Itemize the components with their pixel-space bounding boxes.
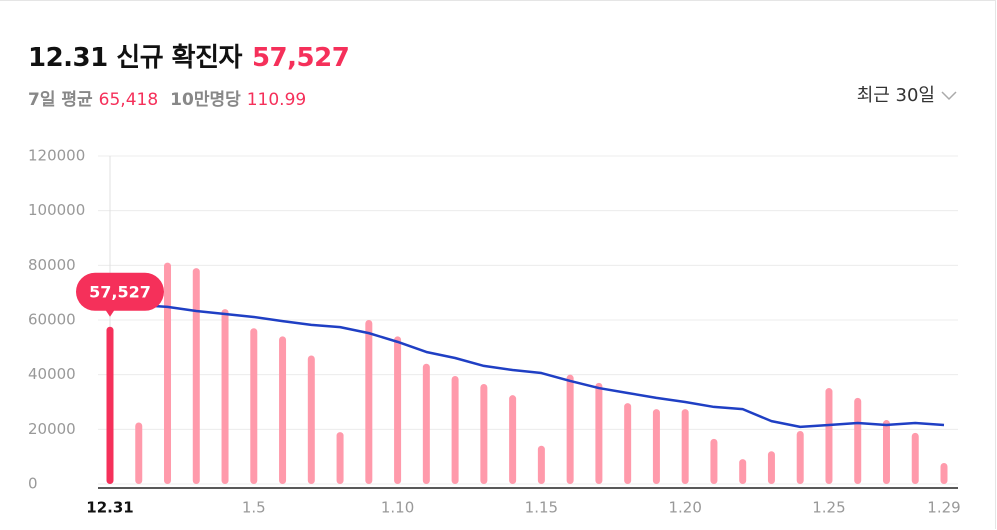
range-label[interactable]: 최근 30일 xyxy=(856,85,935,106)
y-tick-label: 60000 xyxy=(28,311,76,329)
y-tick-label: 20000 xyxy=(28,420,76,438)
x-tick-label: 1.29 xyxy=(927,499,960,517)
average-line xyxy=(109,303,945,429)
bar xyxy=(192,268,200,484)
bar xyxy=(394,336,402,484)
bar xyxy=(710,438,718,484)
bar xyxy=(624,403,632,484)
bar xyxy=(566,374,574,484)
bar xyxy=(365,320,373,484)
y-tick-label: 80000 xyxy=(28,256,76,274)
bar xyxy=(652,409,660,484)
bar xyxy=(681,409,689,484)
bar xyxy=(135,422,143,484)
header: 12.31 신규 확진자 57,527 xyxy=(28,37,350,74)
y-tick-label: 100000 xyxy=(28,201,85,219)
bar xyxy=(422,363,430,484)
bar xyxy=(595,382,603,484)
bar xyxy=(940,462,948,484)
highlight-value: 57,527 xyxy=(251,43,350,73)
x-tick-label: 1.25 xyxy=(812,499,845,517)
bar xyxy=(221,309,229,484)
bar xyxy=(164,262,172,484)
tooltip xyxy=(76,272,164,311)
y-tick-label: 40000 xyxy=(28,365,76,383)
x-tick-label: 12.31 xyxy=(86,499,133,517)
bar xyxy=(480,383,488,484)
chevron[interactable] xyxy=(941,91,957,101)
bar xyxy=(307,355,315,484)
tooltip-label: 57,527 xyxy=(89,282,151,301)
bar xyxy=(451,376,459,484)
bar xyxy=(854,397,862,484)
range-dropdown[interactable]: 최근 30일 xyxy=(857,81,957,107)
stat-label: 7일 평균 xyxy=(28,90,93,110)
bar xyxy=(537,445,545,484)
stat-value: 65,418 xyxy=(98,90,159,110)
x-tick-label: 1.20 xyxy=(668,499,701,517)
bar xyxy=(739,459,747,484)
x-tick-label: 1.5 xyxy=(242,499,266,517)
bar xyxy=(882,420,890,484)
bar xyxy=(509,395,517,484)
bar xyxy=(767,451,775,484)
x-tick-label: 1.10 xyxy=(381,499,414,517)
bar xyxy=(250,328,258,484)
bar xyxy=(279,336,287,484)
y-tick-label: 0 xyxy=(28,475,38,493)
y-tick-label: 120000 xyxy=(28,147,85,165)
bar xyxy=(336,432,344,484)
x-tick-label: 1.15 xyxy=(525,499,558,517)
stat-value: 110.99 xyxy=(246,90,307,110)
bar xyxy=(796,430,804,484)
bar xyxy=(911,432,919,484)
stat-label: 10만명당 xyxy=(170,90,241,110)
title: 12.31 신규 확진자 xyxy=(28,43,242,73)
stats: 7일 평균 65,418 10만명당 110.99 xyxy=(28,85,318,110)
bar xyxy=(825,388,833,484)
bar xyxy=(106,326,114,484)
